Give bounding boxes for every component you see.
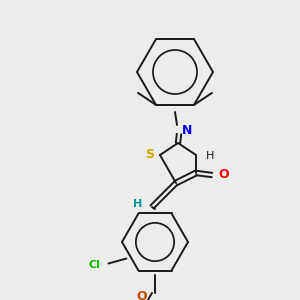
Text: O: O	[218, 169, 229, 182]
Text: N: N	[182, 124, 192, 136]
Text: Cl: Cl	[88, 260, 101, 269]
Text: O: O	[136, 290, 147, 300]
Text: H: H	[206, 151, 214, 161]
Text: S: S	[145, 148, 154, 161]
Text: H: H	[134, 199, 142, 209]
